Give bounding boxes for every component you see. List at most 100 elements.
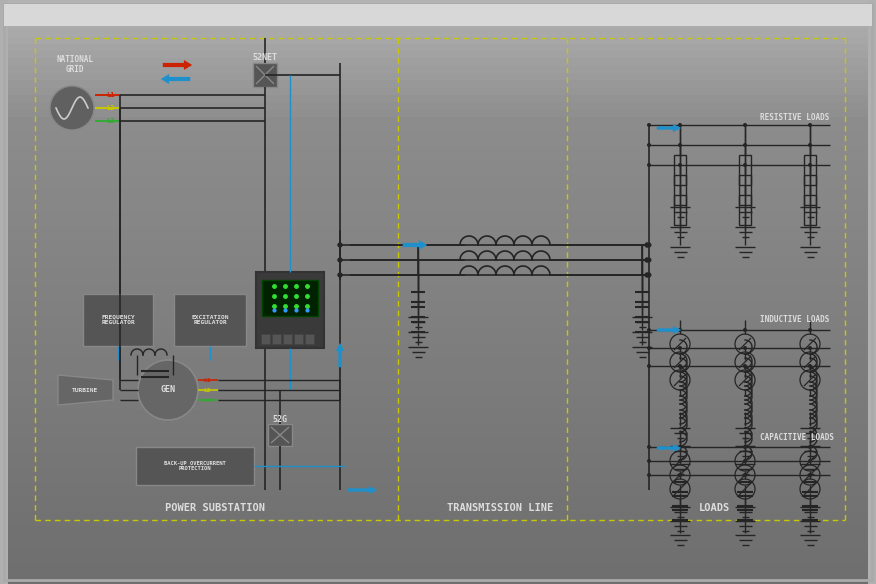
Circle shape [645, 258, 649, 262]
Text: 52G: 52G [272, 415, 287, 423]
Bar [305, 334, 314, 344]
Bar [256, 272, 324, 348]
Bar [8, 328, 868, 337]
Bar [8, 270, 868, 279]
Bar [8, 263, 868, 271]
Bar [8, 73, 868, 81]
Polygon shape [58, 375, 113, 405]
Circle shape [645, 258, 649, 262]
Bar [8, 446, 868, 454]
Bar [804, 195, 816, 225]
Bar [8, 431, 868, 439]
Text: TURBINE: TURBINE [72, 388, 98, 392]
Bar [8, 300, 868, 308]
Circle shape [808, 473, 812, 477]
Text: 52NET: 52NET [252, 53, 278, 61]
Bar [8, 22, 868, 30]
Circle shape [647, 123, 651, 127]
Text: L1: L1 [203, 377, 210, 383]
Circle shape [645, 273, 649, 277]
Circle shape [743, 459, 747, 463]
Circle shape [337, 258, 343, 262]
Bar [8, 373, 868, 381]
Text: L3: L3 [106, 118, 115, 124]
Bar [8, 474, 868, 483]
Circle shape [743, 163, 747, 167]
Bar [268, 424, 292, 446]
Bar [8, 503, 868, 512]
Circle shape [808, 328, 812, 332]
Bar [8, 350, 868, 359]
Circle shape [678, 459, 682, 463]
Circle shape [646, 273, 652, 277]
Circle shape [645, 242, 649, 248]
Circle shape [647, 163, 651, 167]
Bar [8, 15, 868, 23]
Text: L1: L1 [106, 92, 115, 98]
Bar [8, 256, 868, 264]
Bar [8, 526, 868, 534]
Circle shape [678, 328, 682, 332]
Circle shape [647, 328, 651, 332]
Bar [8, 321, 868, 329]
Bar [8, 29, 868, 37]
Bar [8, 36, 868, 45]
Bar [8, 161, 868, 169]
Bar [8, 365, 868, 373]
Circle shape [743, 473, 747, 477]
Bar [8, 519, 868, 527]
Text: GRID: GRID [66, 65, 84, 75]
Bar [8, 182, 868, 191]
Bar [8, 416, 868, 425]
Circle shape [646, 258, 652, 262]
Circle shape [808, 346, 812, 350]
Bar [8, 197, 868, 206]
Bar [804, 175, 816, 205]
Text: L2: L2 [203, 388, 210, 392]
Bar [8, 168, 868, 176]
Bar [8, 227, 868, 235]
Text: LOADS: LOADS [699, 503, 731, 513]
Bar [8, 394, 868, 402]
Bar [8, 285, 868, 293]
Bar [8, 292, 868, 300]
Circle shape [647, 459, 651, 463]
Bar [8, 95, 868, 103]
Bar [8, 124, 868, 133]
Bar [8, 277, 868, 286]
Bar [136, 447, 254, 485]
Circle shape [138, 360, 198, 420]
Bar [8, 154, 868, 162]
Bar [261, 334, 270, 344]
Bar [8, 219, 868, 227]
Circle shape [678, 123, 682, 127]
Bar [8, 569, 868, 578]
Bar [8, 343, 868, 352]
Circle shape [678, 163, 682, 167]
Bar [8, 248, 868, 256]
Circle shape [647, 346, 651, 350]
Bar [283, 334, 292, 344]
Bar [8, 496, 868, 505]
Bar [294, 334, 303, 344]
Bar [8, 482, 868, 490]
Circle shape [337, 258, 343, 262]
Circle shape [646, 242, 652, 248]
Text: INDUCTIVE LOADS: INDUCTIVE LOADS [760, 315, 830, 325]
Bar [8, 467, 868, 475]
Circle shape [647, 445, 651, 449]
Text: GEN: GEN [160, 385, 175, 395]
Circle shape [743, 346, 747, 350]
Bar [8, 387, 868, 395]
Circle shape [678, 143, 682, 147]
Bar [8, 44, 868, 52]
Text: FREQUENCY
REGULATOR: FREQUENCY REGULATOR [101, 315, 135, 325]
Bar [8, 204, 868, 213]
Circle shape [678, 364, 682, 368]
Bar [8, 81, 868, 89]
Bar [8, 66, 868, 74]
Bar [8, 423, 868, 432]
Bar [8, 409, 868, 417]
Bar [8, 146, 868, 154]
Text: CAPACITIVE LOADS: CAPACITIVE LOADS [760, 433, 834, 443]
